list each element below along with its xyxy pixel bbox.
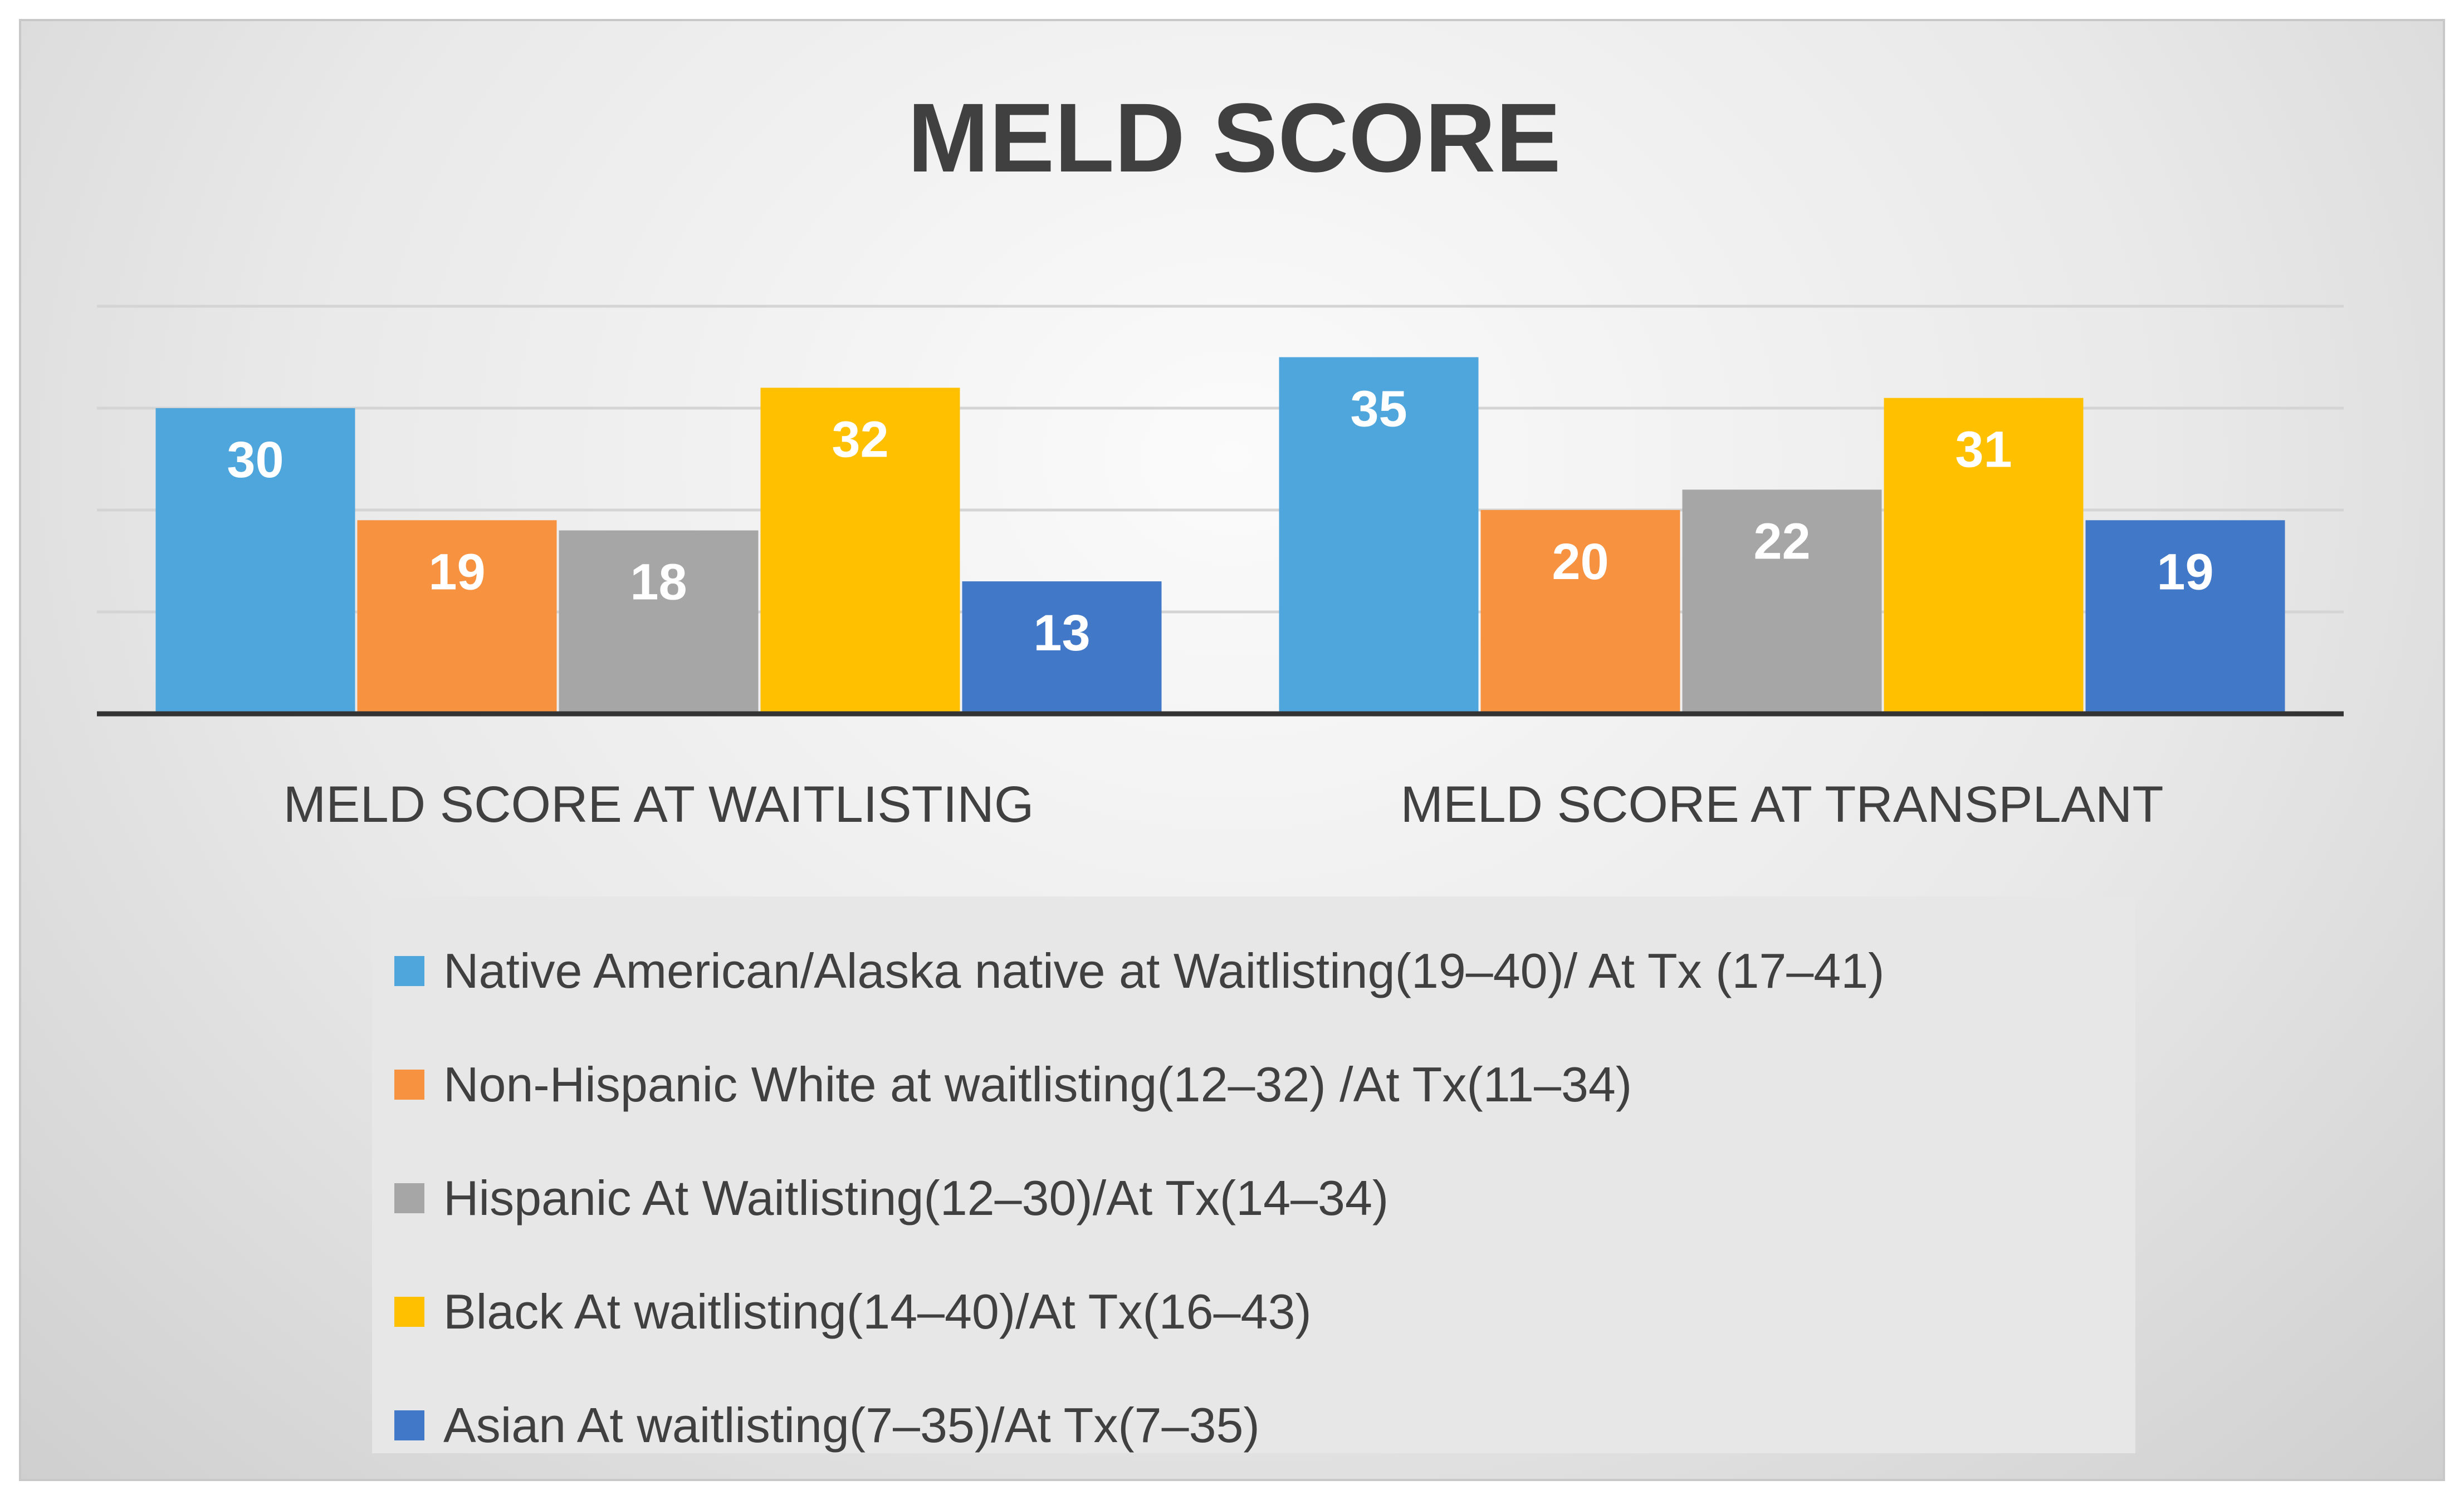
- legend-label: Black At waitlisting(14–40)/At Tx(16–43): [443, 1284, 1312, 1339]
- legend-item: Black At waitlisting(14–40)/At Tx(16–43): [394, 1255, 2135, 1369]
- data-label: 31: [1955, 421, 2012, 478]
- legend-label: Asian At waitlisting(7–35)/At Tx(7–35): [443, 1398, 1260, 1453]
- legend-swatch: [394, 1297, 424, 1327]
- data-label: 18: [630, 554, 687, 611]
- data-label: 19: [2157, 543, 2213, 600]
- data-label: 32: [832, 411, 888, 468]
- data-label: 20: [1552, 533, 1609, 590]
- bar: [1279, 357, 1479, 714]
- bar: [1884, 398, 2084, 714]
- bar: [962, 581, 1162, 714]
- legend-item: Asian At waitlisting(7–35)/At Tx(7–35): [394, 1369, 2135, 1482]
- category-label: MELD SCORE AT WAITLISTING: [283, 776, 1034, 833]
- legend-swatch: [394, 1410, 424, 1440]
- bar: [357, 520, 557, 714]
- bar: [1682, 489, 1882, 714]
- category-labels: MELD SCORE AT WAITLISTING MELD SCORE AT T…: [283, 776, 2164, 833]
- legend-swatch: [394, 1070, 424, 1100]
- data-label: 30: [227, 432, 283, 488]
- legend-label: Hispanic At Waitlisting(12–30)/At Tx(14–…: [443, 1170, 1389, 1226]
- data-label: 19: [428, 543, 485, 600]
- legend-swatch: [394, 956, 424, 986]
- legend-label: Non-Hispanic White at waitlisting(12–32)…: [443, 1057, 1632, 1112]
- bar: [2085, 520, 2285, 714]
- legend: Native American/Alaska native at Waitlis…: [372, 896, 2135, 1453]
- bar: [155, 408, 355, 714]
- legend-item: Non-Hispanic White at waitlisting(12–32)…: [394, 1028, 2135, 1141]
- bar: [760, 388, 960, 714]
- data-label: 35: [1350, 381, 1407, 438]
- chart-area: MELD SCORE 30 19 18 32 13 35 20 22 31 19 MELD SCO…: [19, 19, 2445, 1481]
- bars: 30 19 18 32 13 35 20 22 31 19: [155, 357, 2285, 714]
- bar: [559, 530, 759, 714]
- chart-title: MELD SCORE: [907, 84, 1561, 193]
- legend-item: Hispanic At Waitlisting(12–30)/At Tx(14–…: [394, 1141, 2135, 1255]
- bar: [1480, 510, 1680, 714]
- bar-chart: MELD SCORE 30 19 18 32 13 35 20 22 31 19 MELD SCO…: [97, 84, 2344, 833]
- data-label: 13: [1033, 605, 1090, 661]
- legend-swatch: [394, 1183, 424, 1213]
- legend-label: Native American/Alaska native at Waitlis…: [443, 943, 1885, 998]
- data-label: 22: [1753, 513, 1810, 570]
- category-label: MELD SCORE AT TRANSPLANT: [1400, 776, 2163, 833]
- legend-item: Native American/Alaska native at Waitlis…: [394, 914, 2135, 1028]
